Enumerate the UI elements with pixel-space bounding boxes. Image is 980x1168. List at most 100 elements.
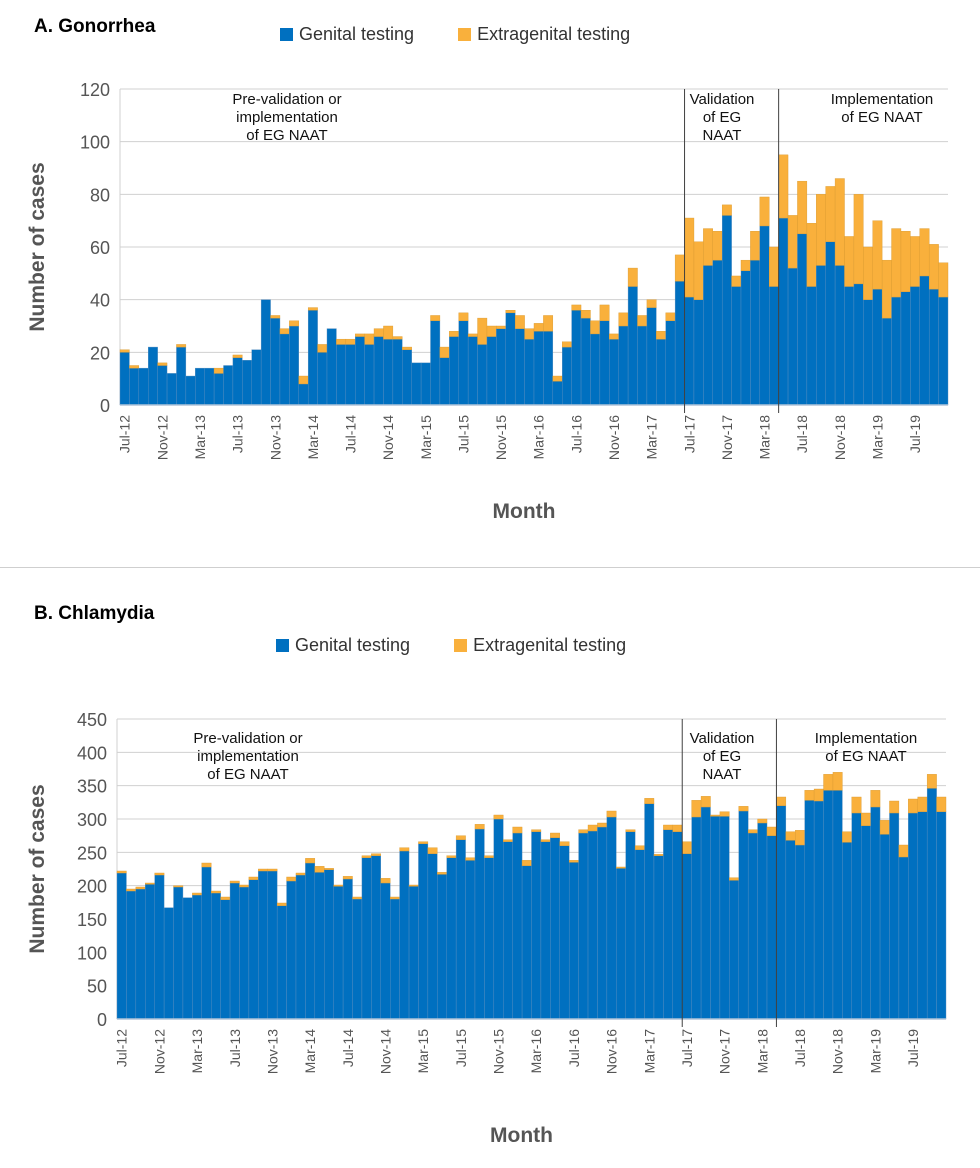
bar-genital: [738, 810, 749, 1020]
bar-genital: [606, 816, 617, 1020]
bar-genital: [844, 286, 855, 406]
bar-genital: [474, 828, 485, 1020]
bar-extragenital: [270, 315, 281, 319]
y-tick-label: 100: [77, 943, 107, 963]
x-tick-label: Nov-18: [832, 415, 848, 460]
bar-extragenital: [823, 774, 834, 791]
bar-extragenital: [590, 320, 601, 335]
bar-extragenital: [493, 814, 504, 820]
bar-genital: [427, 853, 438, 1020]
x-tick-label: Jul-14: [343, 415, 359, 453]
bar-genital: [486, 336, 497, 406]
bar-genital: [797, 233, 808, 406]
bar-extragenital: [580, 310, 591, 319]
bar-genital: [326, 328, 337, 406]
y-tick-label: 0: [97, 1010, 107, 1030]
bar-genital: [270, 317, 281, 406]
bar-genital: [220, 899, 231, 1020]
y-tick-label: 60: [90, 238, 110, 258]
phase-annotation-line: of EG NAAT: [841, 109, 922, 126]
bar-genital: [917, 811, 928, 1020]
bar-genital: [625, 831, 636, 1020]
bar-extragenital: [427, 847, 438, 854]
bar-genital: [618, 325, 629, 406]
bar-genital: [731, 286, 742, 406]
bar-extragenital: [656, 331, 666, 340]
bar-genital: [373, 336, 384, 406]
x-tick-label: Mar-16: [531, 415, 547, 460]
bar-genital: [418, 843, 429, 1020]
bar-extragenital: [342, 876, 353, 880]
bar-genital: [769, 286, 779, 406]
bar-extragenital: [816, 194, 826, 266]
bar-genital: [371, 855, 381, 1020]
bar-genital: [295, 874, 306, 1020]
bar-genital: [286, 880, 297, 1020]
y-tick-label: 200: [77, 877, 107, 897]
bar-extragenital: [863, 246, 873, 300]
x-tick-label: Mar-13: [189, 1029, 205, 1074]
bar-extragenital: [813, 788, 824, 802]
bar-genital: [317, 352, 328, 406]
bar-extragenital: [521, 860, 532, 866]
bar-extragenital: [135, 886, 146, 890]
phase-annotation-line: Pre-validation or: [232, 91, 341, 108]
x-tick-label: Mar-13: [192, 415, 208, 460]
bar-genital: [693, 299, 704, 406]
x-tick-label: Mar-19: [867, 1029, 883, 1074]
x-tick-label: Mar-18: [757, 415, 773, 460]
bar-genital: [872, 288, 883, 406]
phase-annotation-line: of EG: [703, 109, 741, 126]
bar-extragenital: [778, 154, 789, 219]
bar-genital: [682, 853, 692, 1020]
bar-extragenital: [691, 800, 702, 818]
phase-annotation: Implementation of EG NAAT: [815, 730, 918, 765]
bar-genital: [185, 375, 196, 406]
bar-genital: [578, 832, 589, 1020]
bar-extragenital: [842, 831, 852, 843]
bar-genital: [627, 286, 638, 406]
bar-genital: [757, 822, 768, 1020]
x-tick-label: Mar-14: [302, 1029, 318, 1074]
bar-genital: [129, 367, 140, 406]
bar-genital: [700, 806, 711, 1020]
bar-genital: [747, 832, 758, 1020]
bar-genital: [703, 265, 713, 406]
bar-extragenital: [333, 884, 344, 887]
bar-genital: [719, 816, 730, 1020]
bar-extragenital: [872, 220, 883, 290]
bar-extragenital: [559, 841, 570, 846]
bar-genital: [145, 884, 155, 1020]
x-tick-label: Mar-14: [305, 415, 321, 460]
bar-extragenital: [505, 310, 516, 314]
y-tick-label: 40: [90, 291, 110, 311]
bar-extragenital: [606, 810, 617, 818]
bar-extragenital: [879, 820, 890, 835]
phase-annotation: Validation of EG NAAT: [690, 730, 755, 783]
bar-genital: [634, 849, 645, 1020]
bar-genital: [361, 857, 372, 1020]
panel-a-legend: Genital testing Extragenital testing: [280, 24, 630, 45]
bar-genital: [879, 834, 890, 1020]
bar-genital: [861, 825, 871, 1020]
bar-extragenital: [618, 312, 629, 327]
bar-extragenital: [919, 228, 930, 277]
bar-genital: [173, 886, 184, 1020]
bar-extragenital: [832, 772, 843, 791]
bar-genital: [908, 812, 918, 1020]
bar-extragenital: [314, 866, 325, 873]
bar-extragenital: [568, 860, 579, 863]
bar-genital: [552, 381, 563, 406]
bar-genital: [324, 869, 334, 1020]
bar-extragenital: [747, 829, 758, 834]
x-tick-label: Jul-17: [681, 415, 697, 453]
bar-genital: [653, 855, 664, 1020]
bar-extragenital: [373, 328, 384, 337]
bar-genital: [663, 829, 674, 1020]
bar-extragenital: [928, 244, 939, 290]
bar-genital: [870, 806, 881, 1020]
bar-genital: [919, 275, 930, 406]
bar-extragenital: [853, 194, 864, 285]
bar-extragenital: [625, 829, 636, 832]
bar-genital: [825, 241, 836, 406]
